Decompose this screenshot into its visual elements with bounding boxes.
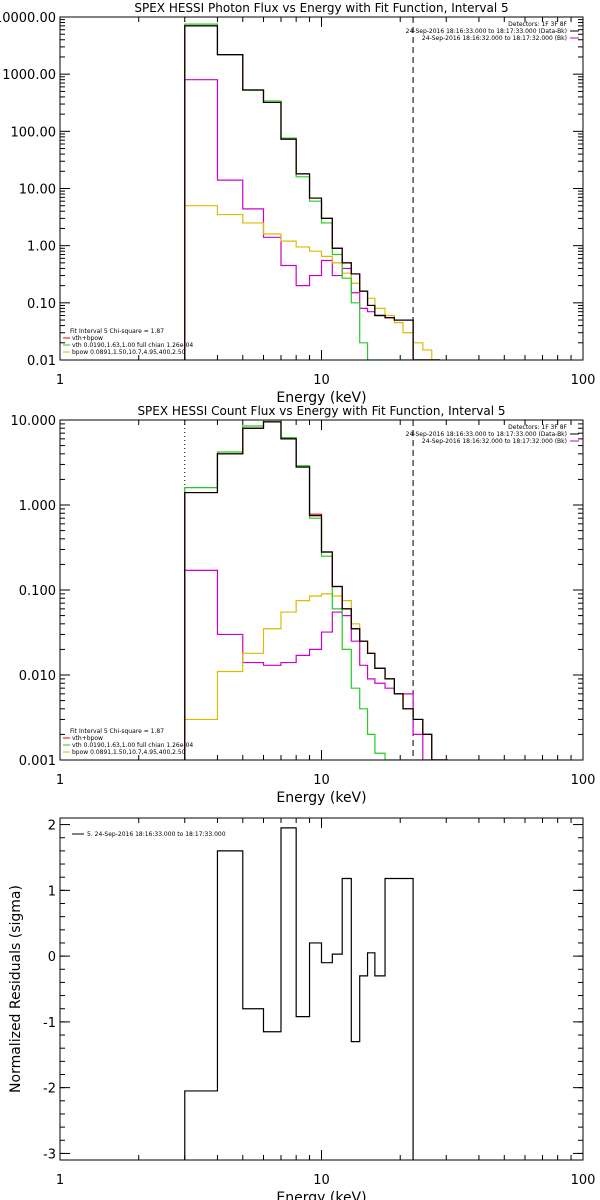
legend2-header-count: Detectors: 1F 3F 8F xyxy=(508,424,567,431)
y-tick-label-count: 0.010 xyxy=(19,669,56,684)
chart-title-photon: SPEX HESSI Photon Flux vs Energy with Fi… xyxy=(134,1,508,15)
y-tick-label-residuals: 2 xyxy=(48,819,56,834)
y-tick-label-count: 10.000 xyxy=(11,414,57,429)
x-tick-label-photon: 10 xyxy=(313,373,330,388)
series-line-photon-2 xyxy=(184,23,441,360)
y-axis-label-residuals: Normalized Residuals (sigma) xyxy=(8,885,24,1093)
series-line-residuals-0 xyxy=(184,827,414,1160)
legend2-label-photon: 24-Sep-2016 18:16:32.000 to 18:17:32.000… xyxy=(422,35,567,42)
series-line-photon-1 xyxy=(184,25,441,360)
legend2-header-photon: Detectors: 1F 3F 8F xyxy=(508,21,567,28)
x-tick-label-photon: 1 xyxy=(56,373,64,388)
y-tick-label-photon: 100.00 xyxy=(11,125,57,140)
legend-label-residuals: 5. 24-Sep-2016 18:16:33.000 to 18:17:33.… xyxy=(87,831,226,838)
y-tick-label-photon: 10000.00 xyxy=(0,11,56,26)
plot-frame-photon xyxy=(59,16,584,361)
legend2-label-count: 24-Sep-2016 18:16:32.000 to 18:17:32.000… xyxy=(422,438,567,445)
plot-frame-count xyxy=(59,419,584,761)
y-tick-label-photon: 10.00 xyxy=(19,183,56,198)
legend-label-count: bpow 0.0891,1.50,10.7,4.95,400,2.50 xyxy=(72,749,186,756)
y-tick-label-count: 0.100 xyxy=(19,584,56,599)
x-tick-label-count: 10 xyxy=(313,773,330,788)
chart-title-count: SPEX HESSI Count Flux vs Energy with Fit… xyxy=(137,404,505,418)
legend-header-count: Fit Interval 5 Chi-square = 1.87 xyxy=(70,728,164,735)
plot-frame-residuals xyxy=(59,817,584,1161)
y-tick-label-count: 1.000 xyxy=(19,499,56,514)
x-tick-label-residuals: 10 xyxy=(313,1173,330,1188)
series-line-photon-3 xyxy=(184,205,441,360)
y-tick-label-photon: 1000.00 xyxy=(2,68,56,83)
legend-label-photon: bpow 0.0891,1.50,10.7,4.95,400,2.50 xyxy=(72,349,186,356)
series-line-photon-4 xyxy=(184,79,441,360)
x-tick-label-photon: 100 xyxy=(571,373,596,388)
x-axis-label-photon: Energy (keV) xyxy=(276,390,366,406)
x-tick-label-count: 100 xyxy=(571,773,596,788)
x-tick-label-residuals: 1 xyxy=(56,1173,64,1188)
series-line-count-3 xyxy=(184,593,449,760)
legend-header-photon: Fit Interval 5 Chi-square = 1.87 xyxy=(70,328,164,335)
series-line-count-0 xyxy=(184,421,449,760)
series-line-photon-0 xyxy=(184,25,441,360)
legend-label-photon: vth+bpow xyxy=(72,335,103,342)
y-tick-label-photon: 0.10 xyxy=(27,297,56,312)
x-tick-label-residuals: 100 xyxy=(571,1173,596,1188)
x-axis-label-count: Energy (keV) xyxy=(276,790,366,806)
legend-label-photon: vth 0.0190,1.63,1.00 full chian 1.26e-04 xyxy=(72,342,193,349)
y-tick-label-photon: 1.00 xyxy=(27,240,56,255)
y-tick-label-count: 0.001 xyxy=(19,754,56,769)
legend-label-count: vth+bpow xyxy=(72,735,103,742)
y-tick-label-residuals: -3 xyxy=(43,1147,56,1162)
x-tick-label-count: 1 xyxy=(56,773,64,788)
y-tick-label-residuals: 0 xyxy=(48,950,56,965)
legend-label-count: vth 0.0190,1.63,1.00 full chian 1.26e-04 xyxy=(72,742,193,749)
y-tick-label-residuals: -2 xyxy=(43,1082,56,1097)
legend2-label-photon: 24-Sep-2016 18:16:33.000 to 18:17:33.000… xyxy=(406,28,567,35)
series-line-count-4 xyxy=(184,569,449,760)
y-tick-label-photon: 0.01 xyxy=(27,354,56,369)
y-tick-label-residuals: 1 xyxy=(48,884,56,899)
legend2-label-count: 24-Sep-2016 18:16:33.000 to 18:17:33.000… xyxy=(406,431,567,438)
y-tick-label-residuals: -1 xyxy=(43,1016,56,1031)
x-axis-label-residuals: Energy (keV) xyxy=(276,1190,366,1200)
